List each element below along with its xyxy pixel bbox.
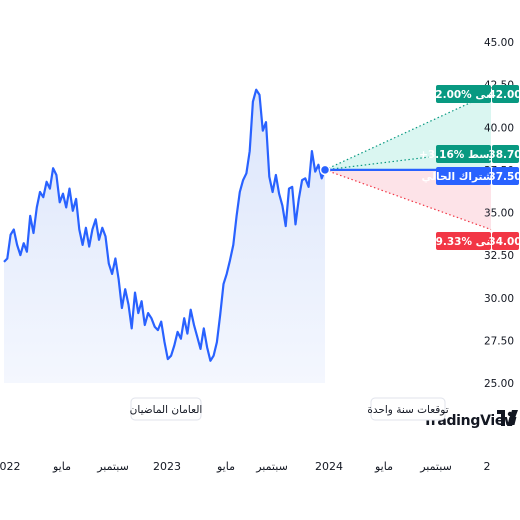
x-tick-label: مايو	[216, 460, 235, 473]
x-tick-label: سبتمبر	[419, 460, 452, 473]
forecast-average-label: +3.16% متوسط	[419, 149, 507, 161]
past-segment-label: العامان الماضيان	[130, 397, 203, 421]
current-price-value: 37.50	[488, 171, 520, 183]
y-tick-label: 27.50	[484, 335, 514, 347]
y-tick-label: 35.00	[484, 208, 514, 220]
forecast-low-line	[324, 169, 492, 231]
future-segment-text: توقعات سنة واحدة	[367, 404, 448, 416]
last-price-point	[319, 164, 331, 176]
area-fill-layer	[4, 89, 325, 383]
tradingview-watermark: TradingView	[423, 410, 518, 429]
y-tick-label: 32.50	[484, 250, 514, 262]
price-area-fill	[4, 89, 325, 383]
forecast-high-tag: +12.00% أقصى 42.00	[419, 85, 520, 103]
x-axis: 022 مايو سبتمبر 2023 مايو سبتمبر 2024 مايو سبتمب…	[0, 460, 491, 473]
forecast-low-label: −9.33% أدنى	[427, 234, 499, 248]
x-tick-label: 2	[484, 460, 491, 473]
forecast-high-value: 42.00	[488, 89, 520, 101]
tradingview-logo-icon	[497, 410, 518, 426]
past-segment-text: العامان الماضيان	[130, 404, 203, 416]
y-tick-label: 45.00	[484, 37, 514, 49]
x-tick-label: 2023	[153, 460, 181, 473]
price-line-layer	[3, 88, 331, 362]
current-price-tag: الاشتراك الحالي 37.50	[421, 167, 520, 185]
forecast-average-tag: +3.16% متوسط 38.70	[419, 145, 520, 163]
x-tick-label: مايو	[52, 460, 71, 473]
x-tick-label: 2024	[315, 460, 343, 473]
x-tick-label: سبتمبر	[255, 460, 288, 473]
current-price-label: الاشتراك الحالي	[421, 171, 504, 183]
forecast-average-value: 38.70	[488, 149, 520, 161]
forecast-high-line	[324, 92, 492, 171]
x-tick-label: سبتمبر	[96, 460, 129, 473]
y-tick-label: 25.00	[484, 378, 514, 390]
future-segment-label: توقعات سنة واحدة	[367, 397, 449, 421]
forecast-high-label: +12.00% أقصى	[419, 87, 507, 101]
y-tick-label: 40.00	[484, 122, 514, 134]
tradingview-watermark-text: TradingView	[423, 413, 517, 429]
x-tick-label: 022	[0, 460, 21, 473]
forecast-low-value: 34.00	[488, 236, 520, 248]
x-tick-label: مايو	[374, 460, 393, 473]
y-tick-label: 30.00	[484, 293, 514, 305]
price-series-line	[3, 88, 327, 362]
forecast-low-tag: −9.33% أدنى 34.00	[427, 232, 520, 250]
